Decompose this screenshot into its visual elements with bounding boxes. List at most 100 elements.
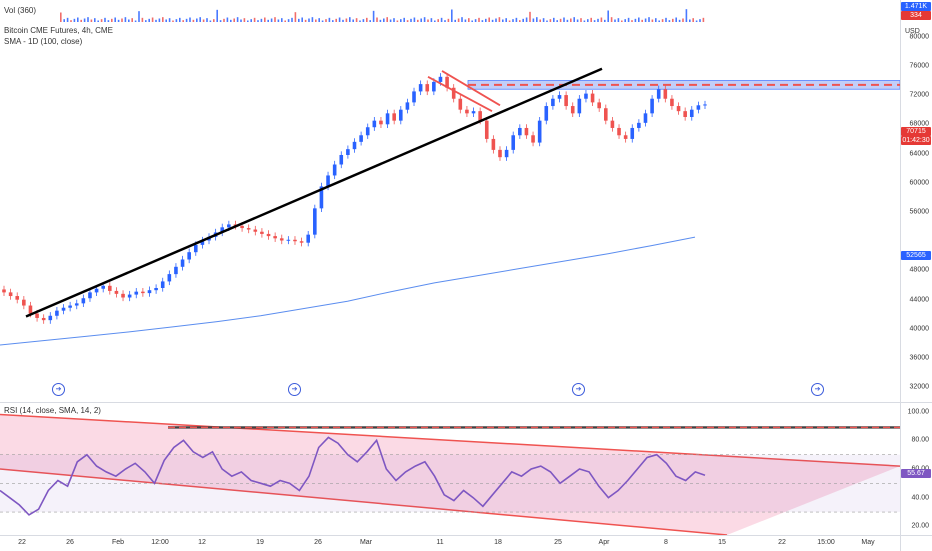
volume-bar <box>573 17 575 22</box>
candle-body <box>670 98 674 107</box>
volume-bar <box>100 19 103 22</box>
candle-body <box>511 135 516 150</box>
event-arrow-icon[interactable]: ➔ <box>572 383 585 396</box>
volume-bar <box>485 18 487 22</box>
candle-body <box>81 298 86 304</box>
candle-body <box>570 106 575 114</box>
volume-bar <box>138 11 140 22</box>
price-tick-label: 72000 <box>909 91 929 99</box>
candle-body <box>650 98 654 114</box>
volume-bar <box>270 18 273 22</box>
volume-bar <box>287 19 290 22</box>
candle-body <box>676 106 681 112</box>
volume-bar <box>505 18 507 22</box>
volume-bar <box>393 18 395 22</box>
time-tick-label: 11 <box>436 539 444 546</box>
volume-bar <box>498 17 501 22</box>
volume-bar <box>359 20 361 22</box>
volume-bar <box>525 17 528 22</box>
volume-bar <box>570 18 572 22</box>
volume-bar <box>607 10 609 22</box>
event-arrow-icon[interactable]: ➔ <box>52 383 65 396</box>
volume-bar <box>631 20 633 22</box>
price-chart[interactable] <box>0 22 900 402</box>
volume-bar <box>366 17 368 22</box>
candle-body <box>689 109 694 117</box>
volume-bar <box>233 18 235 22</box>
volume-bar <box>328 17 331 22</box>
currency-label[interactable]: USD <box>905 28 920 35</box>
candle-body <box>319 186 324 209</box>
volume-bar <box>372 10 375 22</box>
price-chart-pane[interactable]: Bitcoin CME Futures, 4h, CME SMA - 1D (1… <box>0 22 900 402</box>
volume-bar <box>689 19 691 22</box>
candle-body <box>597 102 601 109</box>
volume-bar <box>236 17 239 22</box>
volume-bar <box>172 20 174 22</box>
volume-bar <box>434 20 436 22</box>
volume-bar <box>512 19 514 22</box>
rsi-chart[interactable] <box>0 403 900 535</box>
candle-body <box>405 102 410 110</box>
volume-bar <box>97 20 99 22</box>
price-tick-label: 56000 <box>909 208 929 216</box>
volume-pane[interactable]: Vol (360) <box>0 0 900 22</box>
candle-body <box>438 76 443 82</box>
time-axis[interactable]: 22 26 Feb 12:00 12 19 26 Mar 11 18 25 Apr 8 15 22 15:00… <box>0 535 900 551</box>
volume-bar <box>243 18 246 22</box>
volume-bar <box>587 19 589 22</box>
volume-bar <box>627 17 630 22</box>
candle-body <box>392 113 396 121</box>
volume-bar <box>281 18 283 22</box>
volume-bar <box>386 17 388 22</box>
candle-body <box>458 98 463 110</box>
candle-body <box>187 252 191 260</box>
volume-bar <box>335 18 337 22</box>
candle-body <box>326 175 330 187</box>
event-arrow-icon[interactable]: ➔ <box>811 383 824 396</box>
candle-body <box>286 239 291 241</box>
volume-bar <box>580 18 582 22</box>
candle-body <box>108 285 112 291</box>
volume-bar <box>532 18 535 22</box>
volume-bar <box>536 17 538 22</box>
volume-bar <box>563 17 565 22</box>
candle-body <box>630 127 635 139</box>
volume-bar <box>345 18 348 22</box>
volume-bar <box>417 19 419 22</box>
candle-body <box>643 113 648 123</box>
candle-body <box>94 288 99 293</box>
volume-bar <box>474 19 477 22</box>
candle-body <box>465 109 469 114</box>
candle-body <box>564 95 568 107</box>
countdown-badge: 01:42:30 <box>901 136 931 145</box>
candle-body <box>484 120 489 139</box>
volume-bar <box>131 18 133 22</box>
volume-bar <box>420 18 422 22</box>
volume-bar <box>338 17 341 22</box>
volume-bar <box>362 19 365 22</box>
volume-bar <box>427 19 429 22</box>
ascending-trendline <box>25 67 603 318</box>
volume-bar <box>321 20 324 22</box>
candle-body <box>273 236 277 239</box>
rsi-pane[interactable]: RSI (14, close, SMA, 14, 2) <box>0 403 900 535</box>
volume-bar <box>444 20 446 22</box>
volume-bar <box>202 19 205 22</box>
volume-bar <box>519 20 521 22</box>
volume-bar <box>66 17 69 22</box>
candle-body <box>663 89 668 99</box>
volume-bar <box>134 20 137 22</box>
volume-bar <box>325 19 327 22</box>
volume-bar <box>277 19 280 22</box>
candle-body <box>141 291 145 294</box>
volume-bar <box>165 19 167 22</box>
volume-bar <box>702 17 705 22</box>
axis-corner <box>900 535 932 551</box>
volume-bar <box>298 18 300 22</box>
candle-body <box>478 111 482 121</box>
price-axis[interactable]: 80000 76000 72000 68000 64000 60000 56000 48000… <box>900 22 932 403</box>
event-arrow-icon[interactable]: ➔ <box>288 383 301 396</box>
candle-body <box>220 227 225 233</box>
volume-bar <box>471 20 473 22</box>
